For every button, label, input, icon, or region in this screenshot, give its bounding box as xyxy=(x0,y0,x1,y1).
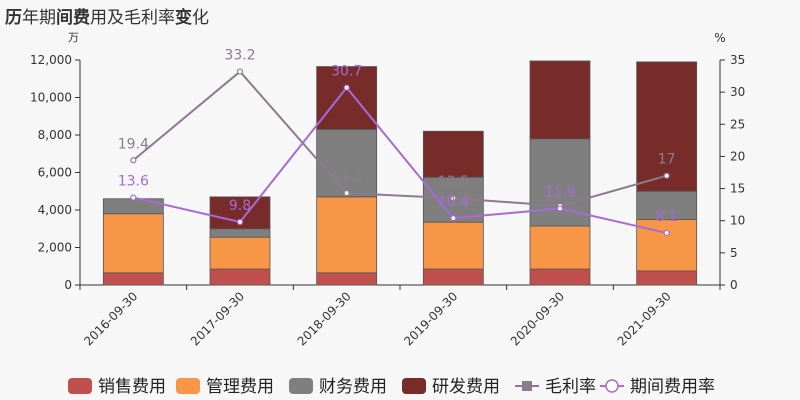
y-left-tick-label: 8,000 xyxy=(38,128,72,142)
x-tick-label: 2017-09-30 xyxy=(188,289,247,348)
title-text-2: 用及毛利率 xyxy=(90,8,175,28)
point-毛利率 xyxy=(130,157,137,164)
bar-财务费用 xyxy=(102,198,164,215)
bar-管理费用 xyxy=(316,196,378,274)
bar-销售费用 xyxy=(102,272,164,286)
bar-销售费用 xyxy=(529,268,591,286)
legend-marker xyxy=(522,381,532,391)
y-right-tick-label: 0 xyxy=(730,278,738,292)
title-char: 历 xyxy=(5,8,22,28)
legend-swatch xyxy=(68,378,92,394)
bar-财务费用 xyxy=(636,190,698,220)
point-期间费用率 xyxy=(236,218,244,226)
y-left-tick-label: 2,000 xyxy=(38,241,72,255)
y-right-unit: % xyxy=(714,31,725,45)
data-label-毛利率: 17 xyxy=(658,152,676,168)
point-期间费用率 xyxy=(450,215,457,222)
legend-label: 毛利率 xyxy=(545,377,596,397)
chart-title: 历年期间费用及毛利率变化 xyxy=(5,3,209,28)
y-left-tick-label: 4,000 xyxy=(38,203,72,217)
legend-swatch xyxy=(402,378,426,394)
bar-研发费用 xyxy=(529,60,591,140)
point-期间费用率 xyxy=(130,194,137,201)
title-text: 年期 xyxy=(22,8,56,28)
data-label-毛利率: 13.5 xyxy=(438,174,469,190)
y-right-tick-label: 15 xyxy=(730,182,745,196)
y-right-tick-label: 10 xyxy=(730,214,745,228)
bar-管理费用 xyxy=(209,236,271,270)
point-期间费用率 xyxy=(343,84,350,91)
line-期间费用率 xyxy=(133,86,667,234)
data-label-毛利率: 33.2 xyxy=(224,48,255,64)
y-left-tick-label: 0 xyxy=(64,278,72,292)
bar-管理费用 xyxy=(102,213,164,274)
legend-marker xyxy=(605,379,619,393)
x-tick-label: 2020-09-30 xyxy=(508,289,567,348)
bar-管理费用 xyxy=(529,225,591,270)
y-left-unit: 万 xyxy=(68,31,79,44)
point-毛利率 xyxy=(450,195,457,202)
data-label-期间费用率: 9.8 xyxy=(229,198,251,214)
data-label-期间费用率: 10.4 xyxy=(438,194,469,210)
y-right-tick-label: 30 xyxy=(730,85,745,99)
x-tick-label: 2019-09-30 xyxy=(401,289,460,348)
bar-销售费用 xyxy=(422,268,484,286)
line-毛利率 xyxy=(132,70,667,207)
bar-财务费用 xyxy=(316,128,378,198)
x-tick-label: 2021-09-30 xyxy=(615,289,674,348)
legend-label: 管理费用 xyxy=(206,377,274,397)
legend-swatch xyxy=(176,378,200,394)
legend-label: 研发费用 xyxy=(432,377,500,397)
point-毛利率 xyxy=(663,172,670,179)
bar-研发费用 xyxy=(636,61,698,192)
legend-swatch xyxy=(289,378,313,394)
x-tick-label: 2016-09-30 xyxy=(81,289,140,348)
bar-销售费用 xyxy=(209,268,271,286)
data-label-毛利率: 19.4 xyxy=(118,136,149,152)
point-毛利率 xyxy=(236,68,244,75)
y-right-tick-label: 5 xyxy=(730,246,738,260)
bar-销售费用 xyxy=(316,272,378,286)
title-text-bold: 间费 xyxy=(56,8,90,28)
y-right-tick-label: 20 xyxy=(730,149,745,163)
bar-研发费用 xyxy=(316,66,378,130)
bar-财务费用 xyxy=(209,228,271,238)
point-期间费用率 xyxy=(663,229,670,237)
y-right-tick-label: 35 xyxy=(730,53,745,67)
data-label-期间费用率: 11.9 xyxy=(544,185,575,201)
title-text-bold-2: 变 xyxy=(175,8,192,28)
legend-label: 财务费用 xyxy=(319,377,387,397)
y-left-tick-label: 10,000 xyxy=(30,91,72,105)
data-label-毛利率: 14.3 xyxy=(331,169,362,185)
data-label-期间费用率: 30.7 xyxy=(331,64,362,80)
data-label-期间费用率: 13.6 xyxy=(118,174,149,190)
y-right-tick-label: 25 xyxy=(730,117,745,131)
bar-管理费用 xyxy=(422,221,484,270)
data-label-期间费用率: 8.1 xyxy=(656,209,678,225)
title-text-3: 化 xyxy=(192,8,209,28)
legend-label: 销售费用 xyxy=(98,377,166,397)
point-毛利率 xyxy=(343,189,350,197)
y-left-tick-label: 12,000 xyxy=(30,53,72,67)
x-tick-label: 2018-09-30 xyxy=(295,289,354,348)
y-left-tick-label: 6,000 xyxy=(38,166,72,180)
point-期间费用率 xyxy=(556,205,564,212)
legend-label: 期间费用率 xyxy=(630,377,715,397)
bar-销售费用 xyxy=(636,270,698,286)
bar-研发费用 xyxy=(422,130,484,178)
